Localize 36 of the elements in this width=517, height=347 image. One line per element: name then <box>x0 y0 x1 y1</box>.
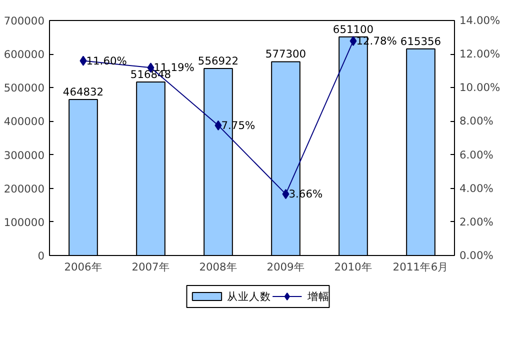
bar <box>68 98 98 256</box>
x-tick-label: 2008年 <box>199 260 238 274</box>
y2-tick-label: 8.00% <box>460 114 494 128</box>
x-tick-label: 2009年 <box>266 260 305 274</box>
x-tick-label: 2007年 <box>132 260 170 274</box>
y2-tick-label: 12.00% <box>460 48 500 61</box>
bar <box>136 81 166 256</box>
data-label: 651100 <box>332 22 374 36</box>
y-tick-label: 100000 <box>4 216 45 229</box>
y2-tick-label: 2.00% <box>460 215 494 228</box>
data-label: 556922 <box>198 54 239 68</box>
point <box>214 120 222 130</box>
y2-tick-label: 6.00% <box>460 148 494 162</box>
point <box>350 36 357 46</box>
y2-tick-label: 10.00% <box>460 81 500 94</box>
y-tick-label: 300000 <box>4 148 45 162</box>
y2-tick-label: 4.00% <box>460 182 494 195</box>
data-label: 577300 <box>265 48 306 61</box>
legend-label: 从业人数 <box>227 290 272 303</box>
y-tick-label: 700000 <box>4 14 45 28</box>
y-tick-label: 200000 <box>4 182 45 196</box>
bar <box>406 48 436 256</box>
x-tick-label: 2011年6月 <box>392 260 449 274</box>
y2-tick-label: 0.00% <box>460 249 494 262</box>
data-label: 464832 <box>62 85 104 98</box>
y-tick-label: 500000 <box>4 82 45 95</box>
point <box>80 56 87 66</box>
y-tick-label: 400000 <box>4 115 45 128</box>
point <box>282 189 290 200</box>
data-label: 615356 <box>400 34 442 48</box>
y-tick-label: 0 <box>38 250 45 262</box>
y-tick-label: 600000 <box>4 48 45 62</box>
y2-tick-label: 14.00% <box>460 14 500 27</box>
x-tick-label: 2010年 <box>334 260 372 274</box>
x-tick-label: 2006年 <box>64 260 102 274</box>
legend-label: 增幅 <box>306 290 330 303</box>
